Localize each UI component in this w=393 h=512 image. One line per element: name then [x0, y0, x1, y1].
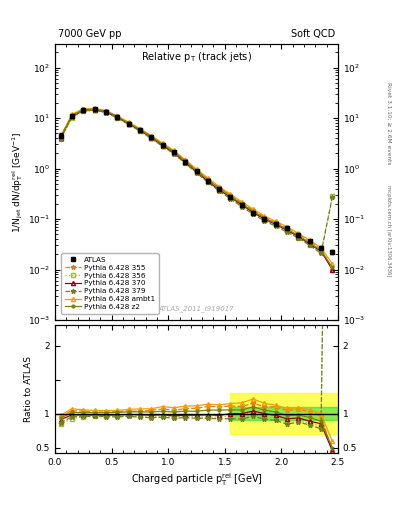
Legend: ATLAS, Pythia 6.428 355, Pythia 6.428 356, Pythia 6.428 370, Pythia 6.428 379, P: ATLAS, Pythia 6.428 355, Pythia 6.428 35…: [61, 253, 159, 314]
Y-axis label: Ratio to ATLAS: Ratio to ATLAS: [24, 356, 33, 422]
Y-axis label: 1/N$_{\rm jet}$ dN/dp$_{\rm T}^{\rm rel}$ [GeV$^{-1}$]: 1/N$_{\rm jet}$ dN/dp$_{\rm T}^{\rm rel}…: [11, 131, 25, 232]
Text: Rivet 3.1.10; ≥ 2.6M events: Rivet 3.1.10; ≥ 2.6M events: [386, 81, 391, 164]
Text: Soft QCD: Soft QCD: [291, 29, 335, 39]
X-axis label: Charged particle p$_{\rm T}^{\rm rel}$ [GeV]: Charged particle p$_{\rm T}^{\rm rel}$ […: [130, 471, 263, 488]
Text: mcplots.cern.ch [arXiv:1306.3436]: mcplots.cern.ch [arXiv:1306.3436]: [386, 185, 391, 276]
Text: Relative p$_{\rm T}$ (track jets): Relative p$_{\rm T}$ (track jets): [141, 51, 252, 65]
Text: 7000 GeV pp: 7000 GeV pp: [58, 29, 121, 39]
Text: ATLAS_2011_I919017: ATLAS_2011_I919017: [159, 305, 234, 312]
